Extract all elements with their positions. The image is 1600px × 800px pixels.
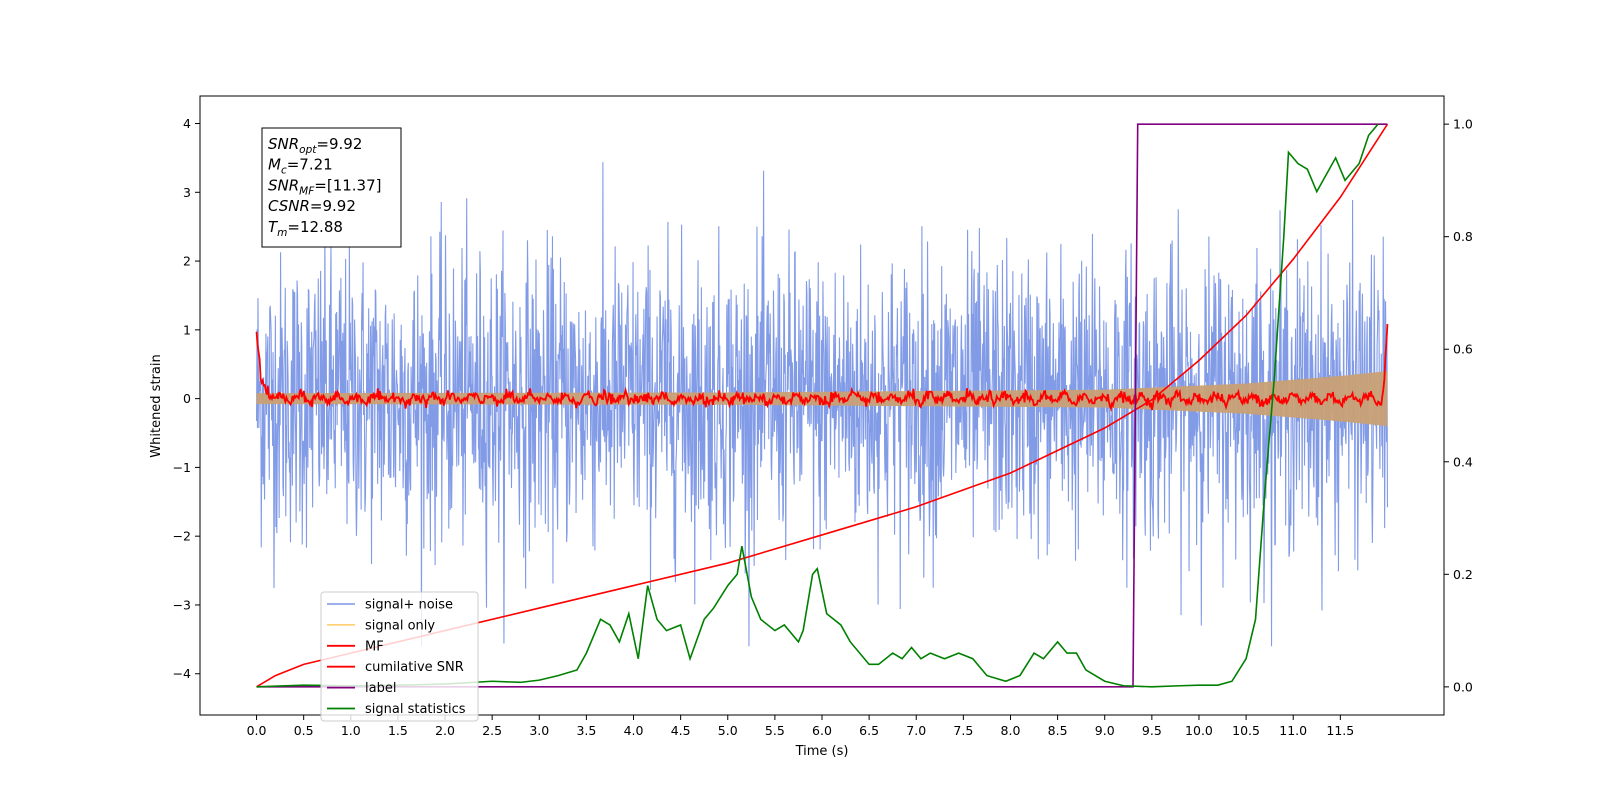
y-tick-label-left: −2 [173,529,191,544]
annotation-value: =7.21 [287,156,333,174]
annotation-subscript: m [277,227,287,239]
legend-frame [320,591,479,722]
annotation-symbol: SNR [268,176,299,194]
x-axis: 0.0 0.5 1.0 1.5 2.0 2.5 3.0 3.5 4.0 4.5 5.0 5.5 6.0 6… [247,715,1354,738]
y-tick-label-right: 1.0 [1453,117,1473,132]
x-tick-label: 1.0 [341,723,361,738]
annotation-subscript: opt [299,144,317,156]
x-tick-label: 6.0 [812,723,832,738]
y-tick-label-left: 3 [183,185,191,200]
legend: signal+ noise signal only MF cumilative SNR… [320,591,479,722]
y-tick-label-left: −3 [173,597,191,612]
y-tick-label-left: −4 [173,666,191,681]
y-tick-label-right: 0.0 [1453,679,1473,694]
annotation-value: =12.88 [287,218,343,236]
legend-label: cumilative SNR [365,660,464,675]
x-tick-label: 3.0 [529,723,549,738]
x-tick-label: 8.5 [1048,723,1068,738]
x-tick-label: 2.0 [435,723,455,738]
mf-line [255,324,1389,413]
x-tick-label: 3.5 [576,723,596,738]
label-line [256,123,1388,688]
legend-label: signal+ noise [365,598,453,613]
y-tick-label-left: 2 [183,254,191,269]
y-tick-label-left: 0 [183,391,191,406]
x-tick-label: 7.5 [953,723,973,738]
x-tick-label: 7.0 [906,723,926,738]
annotation-line: SNRopt=9.92 [268,135,362,156]
x-tick-label: 1.5 [388,723,408,738]
annotation-line: CSNR=9.92 [268,197,356,215]
x-tick-label: 0.5 [294,723,314,738]
x-tick-label: 4.0 [624,723,644,738]
y-tick-label-right: 0.4 [1453,454,1473,469]
legend-label: label [365,681,396,696]
signal-statistics-line [256,123,1379,688]
annotation-symbol: M [268,156,281,174]
x-tick-label: 8.0 [1001,723,1021,738]
x-tick-label: 5.5 [765,723,785,738]
annotation-value: =9.92 [316,135,362,153]
annotation-subscript: MF [299,185,315,197]
annotation-frame [261,127,402,248]
x-tick-label: 9.0 [1095,723,1115,738]
x-tick-label: 11.5 [1326,723,1354,738]
annotation-line: SNRMF=[11.37] [268,176,382,197]
x-tick-label: 6.5 [859,723,879,738]
annotation-symbol: CSNR [268,197,310,215]
annotation-value: =9.92 [310,197,356,215]
legend-label: signal statistics [365,702,466,717]
x-tick-label: 0.0 [247,723,267,738]
x-tick-label: 9.5 [1142,723,1162,738]
y-axis-right: 1.0 0.8 0.6 0.4 0.2 0.0 [1444,117,1473,694]
x-tick-label: 2.5 [482,723,502,738]
annotation-value: =[11.37] [314,176,381,194]
y-tick-label-right: 0.8 [1453,229,1473,244]
y-tick-label-right: 0.2 [1453,567,1473,582]
annotation-symbol: SNR [268,135,299,153]
y-tick-label-right: 0.6 [1453,342,1473,357]
y-tick-label-left: 1 [183,322,191,337]
y-tick-label-left: −1 [173,460,191,475]
legend-label: signal only [365,618,435,633]
annotation-subscript: c [281,165,287,177]
annotation-symbol: T [268,218,279,236]
y-axis-left: 4 3 2 1 0 −1 −2 −3 −4 [173,116,200,681]
y-axis-label: Whitened strain [149,354,164,457]
x-axis-label: Time (s) [795,744,849,759]
x-tick-label: 11.0 [1279,723,1307,738]
annotation-line: Tm=12.88 [268,218,343,239]
x-tick-label: 10.5 [1232,723,1260,738]
y-tick-label-left: 4 [183,116,191,131]
annotation-box: SNRopt=9.92Mc=7.21SNRMF=[11.37]CSNR=9.92… [261,127,402,248]
annotation-line: Mc=7.21 [268,156,333,177]
x-tick-label: 4.5 [671,723,691,738]
x-tick-label: 5.0 [718,723,738,738]
legend-label: MF [365,639,384,654]
x-tick-label: 10.0 [1185,723,1213,738]
